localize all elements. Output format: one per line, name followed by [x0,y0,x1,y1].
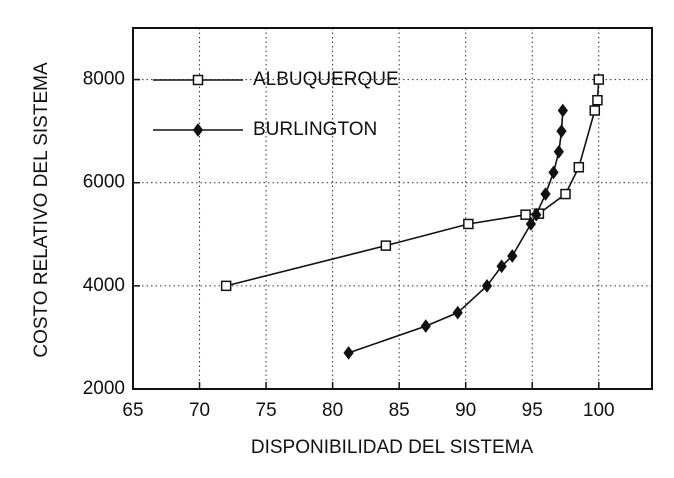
data-point [573,161,585,173]
data-point [560,188,571,200]
data-point [553,144,564,159]
x-tick-label: 65 [122,400,143,421]
legend-marker [192,74,204,86]
data-point [496,259,507,274]
data-point [556,124,567,138]
data-point [481,279,493,293]
x-tick-label: 85 [389,400,410,421]
data-point [220,280,232,292]
x-tick-label: 75 [256,400,277,421]
data-point [420,319,431,333]
x-tick-label: 90 [455,400,476,421]
x-tick-label: 80 [322,400,343,421]
legend-marker [192,123,204,137]
legend-label: BURLINGTON [253,119,377,140]
data-point [540,187,551,201]
data-point [520,209,531,220]
data-point [548,165,559,180]
data-point [592,94,603,106]
x-axis-label: DISPONIBILIDAD DEL SISTEMA [251,437,534,458]
x-tick-label: 100 [583,400,615,421]
data-point [589,105,601,116]
x-tick-label: 70 [189,400,210,421]
data-point [531,207,542,222]
data-point [380,240,392,251]
data-point [557,103,568,118]
data-point [343,346,354,360]
y-tick-label: 8000 [83,69,125,90]
data-point [507,249,518,263]
x-tick-label: 95 [522,400,543,421]
plot-frame [132,27,653,390]
data-point [452,305,463,320]
data-point [463,218,474,230]
y-tick-label: 4000 [83,275,125,296]
data-point [525,217,537,231]
y-tick-label: 2000 [83,378,125,399]
data-point [593,74,605,85]
y-tick-label: 6000 [83,172,125,193]
legend-label: ALBUQUERQUE [253,69,399,90]
y-axis-label: COSTO RELATIVO DEL SISTEMA [31,62,52,358]
